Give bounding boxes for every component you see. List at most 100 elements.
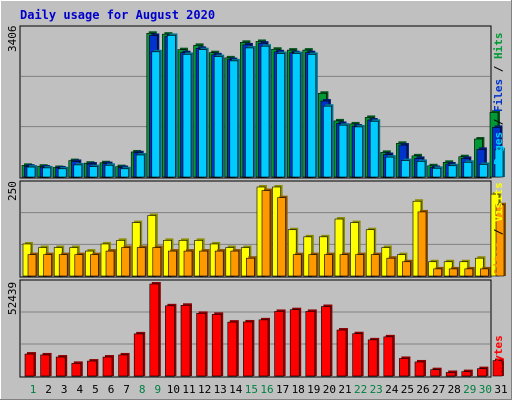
bar-pages-day-27 — [432, 166, 443, 178]
bar-kbytes-day-15 — [243, 319, 255, 377]
bar-pages-day-8 — [135, 152, 147, 178]
bar-kbytes-day-29 — [461, 369, 473, 377]
bar-kbytes-day-31 — [492, 358, 504, 377]
legend-kbytes: KBytes — [492, 335, 505, 375]
legend-pages-files-hits: Pages / Files / Hits — [492, 33, 505, 166]
x-tick-label: 28 — [448, 383, 461, 396]
bar-sites-day-30 — [480, 266, 491, 277]
legend-sites-visits: Sites / Visits — [492, 182, 505, 275]
x-tick-label: 29 — [463, 383, 476, 396]
bar-pages-day-31 — [494, 147, 505, 178]
x-tick-label: 24 — [385, 383, 399, 396]
bar-kbytes-day-8 — [133, 331, 146, 377]
panel-visits-sites — [19, 180, 506, 278]
visits-ymax-label: 250 — [6, 181, 19, 201]
bar-sites-day-18 — [292, 252, 304, 277]
x-tick-label: 1 — [30, 383, 37, 396]
bar-sites-day-8 — [136, 245, 148, 277]
bar-pages-day-20 — [323, 104, 334, 178]
bar-kbytes-day-13 — [211, 312, 224, 377]
x-tick-label: 3 — [61, 383, 68, 396]
bar-pages-day-19 — [307, 52, 318, 178]
bar-kbytes-day-4 — [71, 361, 83, 377]
bar-sites-day-9 — [152, 245, 163, 277]
x-tick-label: 20 — [323, 383, 336, 396]
bar-pages-day-30 — [479, 162, 490, 178]
bar-sites-day-5 — [90, 252, 101, 277]
bar-pages-day-26 — [416, 159, 427, 178]
bar-sites-day-31 — [495, 202, 506, 277]
bar-sites-day-23 — [370, 252, 382, 277]
x-tick-label: 8 — [139, 383, 146, 396]
x-tick-label: 25 — [401, 383, 414, 396]
bar-sites-day-24 — [386, 256, 397, 277]
legend-pages: Pages — [492, 132, 505, 165]
bar-pages-day-18 — [291, 51, 303, 178]
x-tick-label: 26 — [416, 383, 429, 396]
bar-kbytes-day-5 — [87, 359, 99, 377]
x-tick-label: 27 — [432, 383, 445, 396]
bar-sites-day-14 — [230, 249, 241, 277]
kbytes-ymax-label: 52439 — [6, 282, 19, 315]
bar-kbytes-day-30 — [477, 366, 489, 377]
bar-sites-day-22 — [355, 252, 366, 277]
x-tick-label: 30 — [479, 383, 492, 396]
bar-kbytes-day-16 — [258, 317, 270, 377]
bar-kbytes-day-24 — [383, 334, 395, 377]
bar-pages-day-13 — [213, 54, 225, 178]
bar-sites-day-1 — [27, 252, 38, 277]
bar-pages-day-28 — [447, 163, 459, 178]
bar-sites-day-21 — [339, 252, 350, 277]
bar-kbytes-day-12 — [196, 311, 208, 377]
x-tick-label: 6 — [108, 383, 115, 396]
bar-pages-day-1 — [26, 165, 37, 178]
bar-sites-day-7 — [121, 245, 132, 277]
x-tick-label: 31 — [494, 383, 507, 396]
bar-pages-day-7 — [120, 166, 131, 178]
bar-pages-day-17 — [276, 51, 287, 178]
bar-visits-day-21 — [334, 217, 345, 277]
bar-sites-day-13 — [214, 249, 226, 277]
x-tick-label: 4 — [76, 383, 83, 396]
bar-sites-day-12 — [199, 249, 210, 277]
x-tick-label: 15 — [245, 383, 258, 396]
bar-kbytes-day-25 — [399, 356, 411, 377]
bar-kbytes-day-3 — [55, 355, 68, 377]
x-tick-label: 17 — [276, 383, 289, 396]
bar-kbytes-day-10 — [165, 303, 177, 377]
bar-sites-day-3 — [58, 252, 70, 277]
bar-kbytes-day-28 — [445, 370, 458, 377]
bar-pages-day-3 — [57, 166, 69, 178]
bar-kbytes-day-7 — [118, 352, 130, 377]
bar-kbytes-day-2 — [40, 352, 52, 377]
bar-sites-day-17 — [277, 195, 288, 277]
bar-pages-day-10 — [167, 33, 178, 178]
bar-pages-day-21 — [338, 123, 349, 178]
x-axis-labels: 1 2 3 4 5 6 7 8 9 10 11 12 13 14 15 16 17 18 19 20 21 22 23 24 2… — [30, 383, 508, 396]
x-tick-label: 21 — [338, 383, 351, 396]
bar-sites-day-16 — [261, 188, 272, 277]
bar-pages-day-5 — [89, 164, 100, 178]
bar-sites-day-26 — [417, 209, 428, 277]
hits-ymax-label: 3406 — [6, 26, 19, 53]
bar-kbytes-day-11 — [180, 303, 192, 377]
x-tick-label: 7 — [123, 383, 130, 396]
bar-pages-day-12 — [198, 47, 209, 178]
bar-pages-day-11 — [182, 52, 193, 178]
bar-sites-day-6 — [105, 249, 116, 277]
bar-kbytes-day-6 — [102, 355, 114, 377]
bar-pages-day-9 — [151, 49, 162, 178]
bar-sites-day-15 — [246, 256, 257, 277]
bar-pages-day-6 — [104, 163, 115, 178]
panel-hits-files-pages — [19, 25, 505, 179]
bar-pages-day-16 — [260, 44, 271, 178]
bar-kbytes-day-9 — [149, 282, 161, 377]
bar-pages-day-23 — [369, 119, 381, 178]
bar-pages-day-15 — [245, 45, 256, 178]
bar-sites-day-10 — [168, 249, 179, 277]
x-tick-label: 12 — [198, 383, 211, 396]
bar-pages-day-25 — [401, 158, 412, 178]
bar-pages-day-4 — [73, 162, 84, 178]
legend-files: Files — [492, 79, 505, 112]
